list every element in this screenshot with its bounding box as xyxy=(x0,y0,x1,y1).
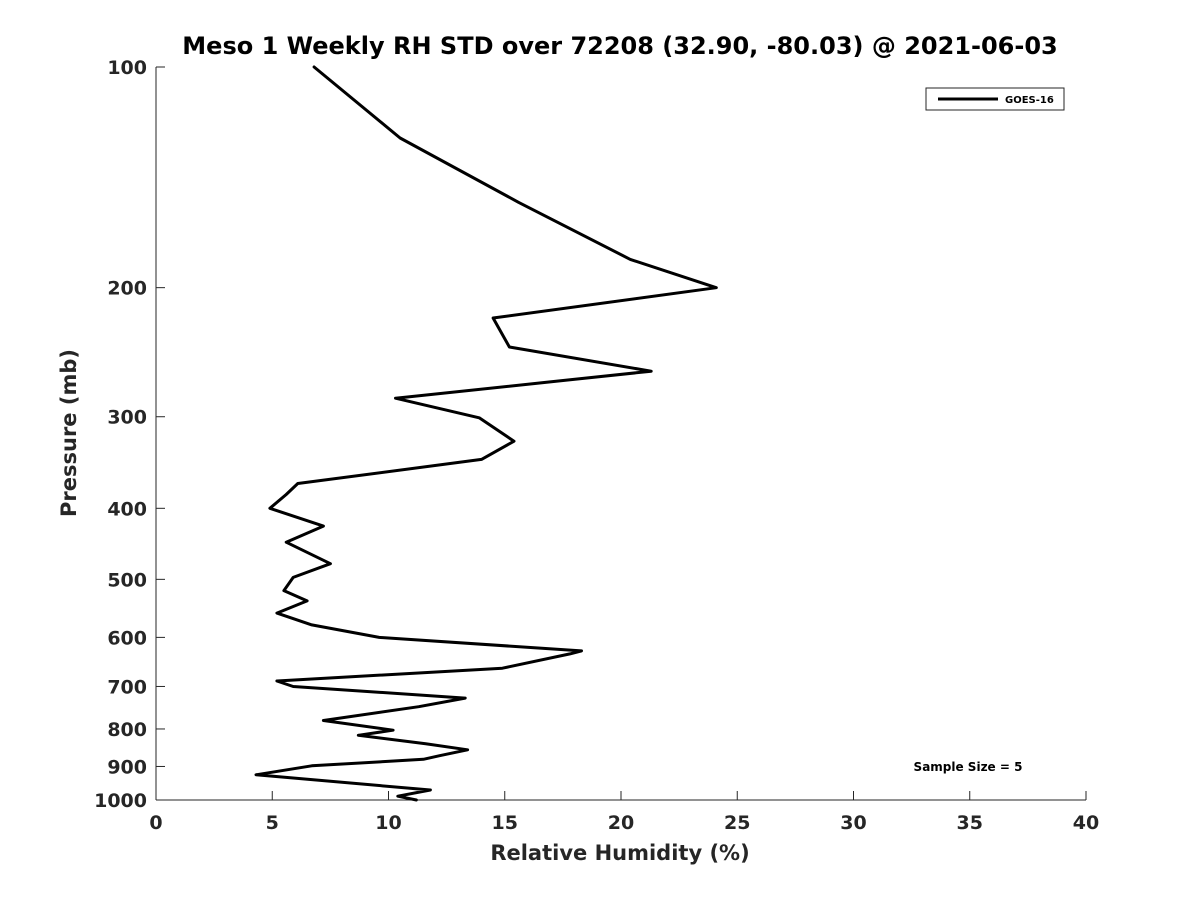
series-point xyxy=(480,458,483,461)
x-tick-label: 15 xyxy=(492,812,518,834)
series-point xyxy=(491,316,495,320)
series-point xyxy=(464,696,467,700)
x-ticks: 0 5 10 15 20 25 30 35 40 xyxy=(149,791,1099,834)
sample-size-annotation: Sample Size = 5 xyxy=(914,760,1023,774)
series-point xyxy=(322,524,325,528)
series-point xyxy=(417,705,420,708)
y-tick-label: 700 xyxy=(107,676,147,698)
series-points xyxy=(254,65,718,802)
legend-label-goes-16: GOES-16 xyxy=(1005,95,1054,106)
series-point xyxy=(478,416,481,419)
y-tick-label: 900 xyxy=(107,756,147,778)
series-point xyxy=(394,397,397,400)
series-point xyxy=(629,258,632,261)
series-point xyxy=(466,748,469,751)
series-point xyxy=(254,773,258,776)
series-point xyxy=(512,440,516,443)
y-axis-label: Pressure (mb) xyxy=(57,349,81,517)
series-point xyxy=(501,667,504,670)
series-point xyxy=(282,589,286,592)
y-tick-label: 300 xyxy=(107,407,147,429)
y-ticks: 100 200 300 400 500 600 700 800 900 1000 xyxy=(94,57,165,812)
legend: GOES-16 xyxy=(925,87,1065,111)
series-point xyxy=(329,562,332,565)
series-point xyxy=(438,754,441,757)
x-tick-label: 35 xyxy=(957,812,983,834)
series-point xyxy=(396,795,399,798)
x-tick-label: 5 xyxy=(266,812,279,834)
series-point xyxy=(398,136,402,140)
x-tick-label: 30 xyxy=(840,812,866,834)
series-point xyxy=(292,576,295,579)
series-point xyxy=(508,345,511,349)
y-tick-label: 1000 xyxy=(94,790,147,812)
series-point xyxy=(322,719,325,722)
series-point xyxy=(517,201,520,204)
y-tick-label: 500 xyxy=(107,569,147,591)
x-tick-label: 20 xyxy=(608,812,634,834)
series-point xyxy=(310,623,313,627)
series-point xyxy=(268,507,272,510)
y-tick-label: 800 xyxy=(107,719,147,741)
y-tick-label: 100 xyxy=(107,57,147,79)
y-tick-label: 400 xyxy=(107,498,147,520)
series-point xyxy=(275,679,279,683)
series-point xyxy=(296,482,299,485)
series-point xyxy=(429,788,432,792)
series-point xyxy=(312,65,316,69)
series-point xyxy=(415,798,418,802)
x-tick-label: 0 xyxy=(149,812,162,834)
x-tick-label: 25 xyxy=(724,812,750,834)
chart-title: Meso 1 Weekly RH STD over 72208 (32.90, … xyxy=(182,32,1057,60)
series-point xyxy=(285,493,288,496)
plot-area: 0 5 10 15 20 25 30 35 40 100 200 300 400 500 600 700 80… xyxy=(94,57,1099,834)
series-point xyxy=(715,286,718,289)
y-tick-label: 200 xyxy=(107,278,147,300)
series-point xyxy=(422,758,425,761)
series-point xyxy=(424,742,427,745)
series-line-goes-16 xyxy=(254,65,718,802)
series-point xyxy=(568,652,572,656)
series-point xyxy=(310,764,313,767)
series-point xyxy=(292,685,295,688)
y-tick-label: 600 xyxy=(107,627,147,649)
series-point xyxy=(580,649,583,653)
series-point xyxy=(305,599,309,603)
series-point xyxy=(357,734,360,737)
series-point xyxy=(650,370,653,373)
x-tick-label: 40 xyxy=(1073,812,1099,834)
x-axis-label: Relative Humidity (%) xyxy=(490,841,749,865)
series-point xyxy=(275,611,279,615)
series-point xyxy=(285,541,288,544)
series-point xyxy=(391,729,395,732)
series-point xyxy=(378,636,381,639)
x-tick-label: 10 xyxy=(375,812,401,834)
